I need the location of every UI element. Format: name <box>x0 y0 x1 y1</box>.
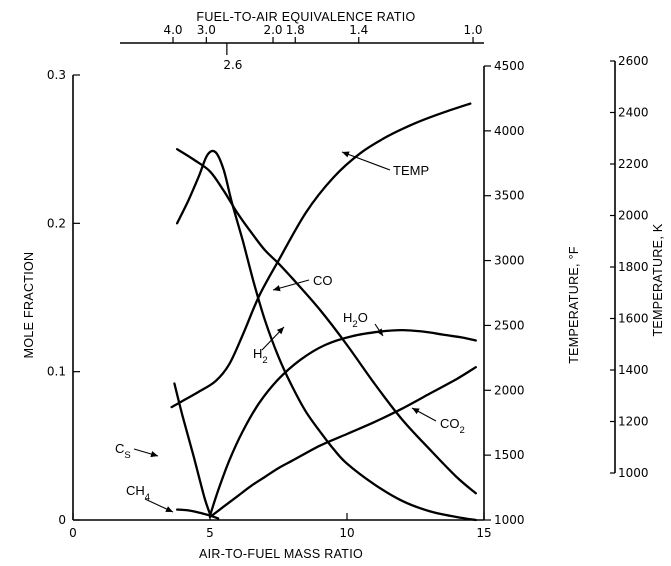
series-line-temp <box>170 102 472 409</box>
y-tick-label: 0.1 <box>47 365 66 379</box>
annotation-arrowhead <box>150 451 158 458</box>
x-axis-title: AIR-TO-FUEL MASS RATIO <box>199 547 363 561</box>
y-tick-label: 0.2 <box>47 216 66 230</box>
annotation-arrowhead <box>276 327 284 335</box>
top-axis-title: FUEL-TO-AIR EQUIVALENCE RATIO <box>196 10 415 24</box>
k-tick-label: 2000 <box>618 209 649 223</box>
annotation-label: TEMP <box>393 163 429 178</box>
series-layer <box>170 102 477 522</box>
series-line-ch4 <box>175 508 220 520</box>
series-line-co2 <box>208 366 477 519</box>
series-line-h2o <box>208 328 477 517</box>
x-tick-label: 5 <box>206 526 214 540</box>
k-tick-label: 2400 <box>618 106 649 120</box>
annotation-0: TEMP <box>341 151 429 178</box>
right-axis-f-title: TEMPERATURE, °F <box>567 246 581 364</box>
annotation-leader <box>341 151 391 171</box>
k-tick-label: 1600 <box>618 312 649 326</box>
k-tick-label: 1200 <box>618 415 649 429</box>
top-tick-label: 4.0 <box>163 23 182 37</box>
f-tick-label: 4500 <box>494 59 525 73</box>
series-line-h2 <box>175 149 477 522</box>
top-tick-label: 2.6 <box>223 58 242 72</box>
f-tick-label: 3000 <box>494 254 525 268</box>
x-tick-label: 15 <box>476 526 491 540</box>
f-tick-label: 2000 <box>494 383 525 397</box>
y-tick-label: 0.3 <box>47 68 66 82</box>
annotation-arrowhead <box>273 285 281 292</box>
top-tick-label: 1.0 <box>463 23 482 37</box>
right-axis-k-title: TEMPERATURE, K <box>651 223 665 336</box>
series-line-cs <box>173 382 212 516</box>
annotation-label: CO2 <box>440 416 465 436</box>
annotation-arrowhead <box>376 328 383 336</box>
k-tick-label: 1400 <box>618 363 649 377</box>
f-tick-label: 4000 <box>494 124 525 138</box>
k-tick-label: 1000 <box>618 466 649 480</box>
k-tick-label: 2600 <box>618 54 649 68</box>
x-tick-label: 10 <box>339 526 354 540</box>
annotation-arrowhead <box>412 408 420 415</box>
series-line-co <box>175 148 477 495</box>
f-tick-label: 2500 <box>494 318 525 332</box>
annotation-6: CH4 <box>126 483 174 513</box>
annotation-layer: TEMP CO H2 H2O CO2 CS CH4 <box>115 151 465 513</box>
annotation-arrowhead <box>342 151 350 158</box>
k-tick-label: 1800 <box>618 260 649 274</box>
title-layer: FUEL-TO-AIR EQUIVALENCE RATIO AIR-TO-FUE… <box>22 10 665 561</box>
f-tick-label: 3500 <box>494 189 525 203</box>
annotation-label: H2 <box>253 346 268 366</box>
annotation-label: CH4 <box>126 483 150 503</box>
annotation-4: CO2 <box>411 407 465 436</box>
top-tick-label: 1.8 <box>286 23 305 37</box>
axes-layer: 0 5 10 15 0 0.1 0.2 0.3 1000 1500 2000 2500 3000 3500… <box>47 23 649 540</box>
annotation-5: CS <box>115 441 159 461</box>
annotation-label: H2O <box>343 310 368 330</box>
k-tick-label: 2200 <box>618 157 649 171</box>
x-tick-label: 0 <box>69 526 77 540</box>
top-tick-label: 1.4 <box>349 23 368 37</box>
f-tick-label: 1000 <box>494 513 525 527</box>
top-tick-label: 3.0 <box>197 23 216 37</box>
annotation-label: CO <box>313 273 333 288</box>
f-tick-label: 1500 <box>494 448 525 462</box>
annotation-2: H2 <box>253 326 285 366</box>
annotation-1: CO <box>272 273 333 292</box>
annotation-label: CS <box>115 441 131 461</box>
y-axis-title: MOLE FRACTION <box>22 252 36 359</box>
annotation-arrowhead <box>165 506 173 512</box>
y-tick-label: 0 <box>58 513 66 527</box>
top-tick-label: 2.0 <box>263 23 282 37</box>
annotation-3: H2O <box>343 310 384 337</box>
